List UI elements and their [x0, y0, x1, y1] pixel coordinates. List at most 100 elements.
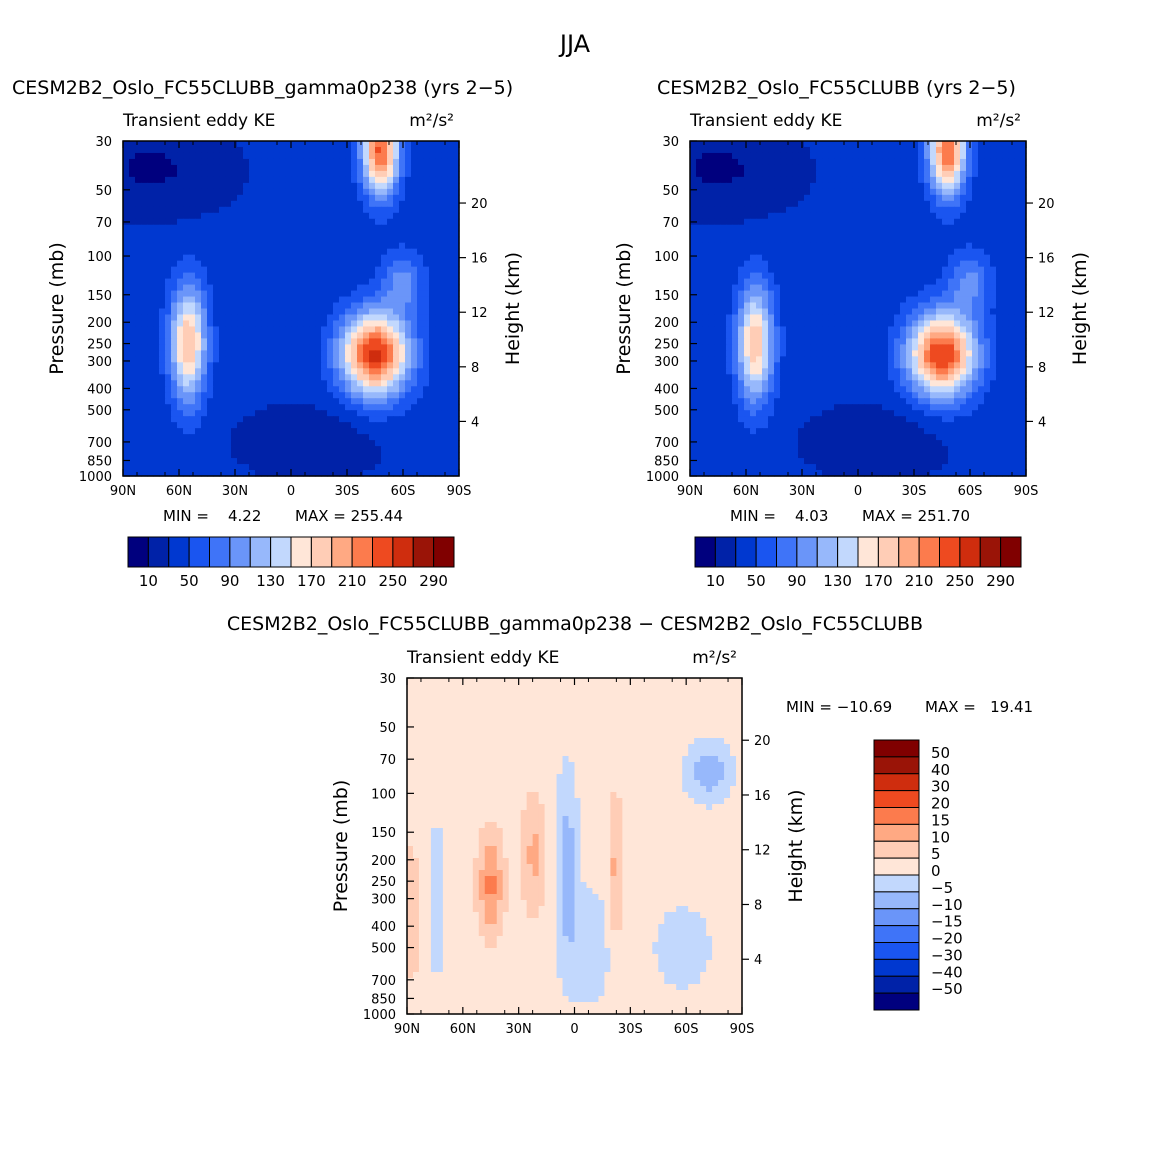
heatmap-cell [960, 308, 967, 316]
heatmap-cell [135, 470, 142, 477]
heatmap-cell [453, 254, 460, 262]
heatmap-cell [864, 206, 871, 214]
heatmap-cell [876, 308, 883, 316]
heatmap-cell [231, 422, 238, 429]
heatmap-cell [213, 308, 220, 316]
heatmap-cell [375, 260, 382, 268]
heatmap-cell [327, 356, 334, 363]
heatmap-cell [978, 320, 985, 328]
heatmap-cell [381, 290, 388, 298]
heatmap-cell [1020, 248, 1027, 256]
heatmap-cell [279, 350, 286, 357]
heatmap-cell [225, 152, 232, 160]
heatmap-cell [189, 428, 196, 435]
heatmap-cell [423, 182, 430, 190]
heatmap-cell [696, 152, 703, 160]
heatmap-cell [345, 464, 352, 471]
heatmap-cell [792, 266, 799, 274]
heatmap-cell [990, 200, 997, 208]
heatmap-cell [375, 164, 382, 172]
heatmap-cell [141, 152, 148, 160]
heatmap-cell [447, 308, 454, 316]
heatmap-cell [411, 152, 418, 160]
heatmap-cell [141, 362, 148, 369]
heatmap-cell [135, 194, 142, 202]
heatmap-cell [870, 236, 877, 244]
heatmap-cell [237, 326, 244, 334]
heatmap-cell [453, 392, 460, 399]
heatmap-cell [183, 266, 190, 274]
heatmap-cell [153, 434, 160, 441]
heatmap-cell [213, 350, 220, 357]
heatmap-cell [387, 368, 394, 375]
heatmap-cell [804, 230, 811, 238]
heatmap-cell [321, 200, 328, 208]
heatmap-cell [411, 146, 418, 154]
heatmap-cell [225, 164, 232, 172]
heatmap-cell [219, 212, 226, 220]
heatmap-cell [864, 302, 871, 310]
heatmap-cell [411, 452, 418, 459]
heatmap-cell [213, 218, 220, 226]
heatmap-cell [339, 392, 346, 399]
heatmap-cell [297, 368, 304, 375]
heatmap-cell [315, 422, 322, 429]
heatmap-cell [165, 440, 172, 447]
heatmap-cell [840, 158, 847, 166]
heatmap-cell [399, 326, 406, 334]
heatmap-cell [363, 392, 370, 399]
heatmap-cell [696, 218, 703, 226]
heatmap-cell [411, 434, 418, 441]
heatmap-cell [768, 278, 775, 286]
heatmap-cell [453, 308, 460, 316]
heatmap-cell [708, 254, 715, 262]
heatmap-cell [129, 380, 136, 387]
heatmap-cell [834, 158, 841, 166]
heatmap-cell [309, 266, 316, 274]
heatmap-cell [357, 446, 364, 453]
heatmap-cell [942, 182, 949, 190]
heatmap-cell [315, 272, 322, 280]
heatmap-cell [195, 176, 202, 184]
heatmap-cell [708, 164, 715, 172]
heatmap-cell [738, 302, 745, 310]
heatmap-cell [237, 470, 244, 477]
heatmap-cell [165, 380, 172, 387]
heatmap-cell [417, 200, 424, 208]
heatmap-cell [225, 446, 232, 453]
heatmap-cell [417, 428, 424, 435]
heatmap-cell [411, 224, 418, 232]
heatmap-cell [900, 272, 907, 280]
heatmap-cell [978, 284, 985, 292]
heatmap-cell [804, 296, 811, 304]
heatmap-cell [165, 326, 172, 334]
heatmap-cell [912, 188, 919, 196]
heatmap-cell [345, 266, 352, 274]
heatmap-cell [864, 141, 871, 148]
heatmap-cell [201, 338, 208, 345]
heatmap-cell [870, 254, 877, 262]
heatmap-cell [423, 290, 430, 298]
heatmap-cell [1020, 296, 1027, 304]
heatmap-cell [429, 350, 436, 357]
heatmap-cell [123, 260, 130, 268]
heatmap-cell [189, 152, 196, 160]
heatmap-cell [345, 392, 352, 399]
heatmap-cell [804, 206, 811, 214]
heatmap-cell [726, 296, 733, 304]
heatmap-cell [924, 260, 931, 268]
heatmap-cell [924, 284, 931, 292]
heatmap-cell [135, 152, 142, 160]
heatmap-cell [333, 272, 340, 280]
heatmap-cell [417, 458, 424, 465]
heatmap-cell [339, 410, 346, 417]
heatmap-cell [285, 302, 292, 310]
heatmap-cell [1002, 206, 1009, 214]
heatmap-cell [399, 344, 406, 351]
heatmap-cell [213, 356, 220, 363]
heatmap-cell [768, 164, 775, 172]
heatmap-cell [195, 326, 202, 334]
colorbar-box [392, 536, 414, 568]
heatmap-cell [930, 152, 937, 160]
heatmap-cell [207, 380, 214, 387]
